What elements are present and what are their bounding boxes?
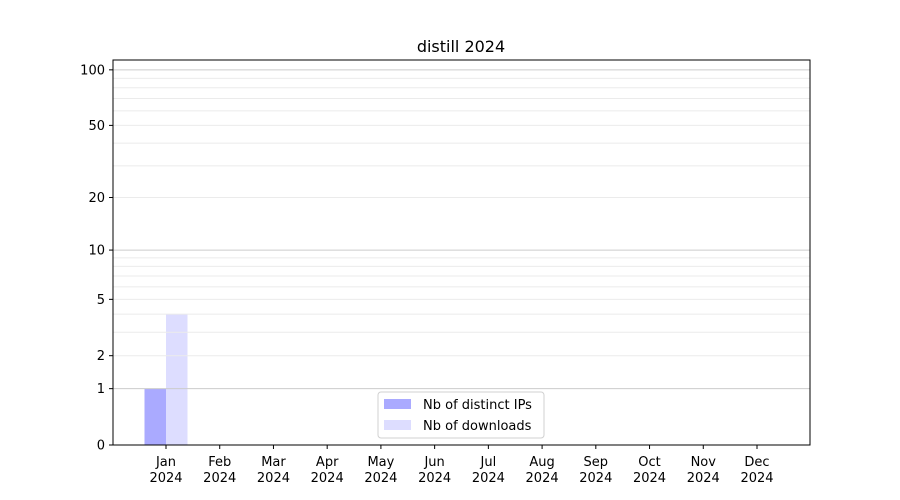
y-tick-label: 2 — [97, 349, 105, 364]
bar-distinct-ips — [144, 388, 166, 445]
x-tick-label-line: 2024 — [579, 471, 612, 486]
chart-title: distill 2024 — [417, 37, 505, 56]
legend-swatch — [384, 399, 411, 409]
legend: Nb of distinct IPs Nb of downloads — [377, 391, 545, 439]
x-tick-label: Dec 2024 — [740, 455, 773, 486]
x-tick-label-line: Dec — [744, 455, 769, 470]
legend-label: Nb of distinct IPs — [423, 398, 532, 413]
y-tick-label: 0 — [97, 439, 105, 454]
grid-overlay — [113, 69, 810, 390]
x-tick-label-line: Aug — [529, 455, 554, 470]
x-tick-label: Jul 2024 — [472, 455, 505, 486]
bar-downloads — [166, 314, 188, 445]
x-tick-label-line: Apr — [316, 455, 339, 470]
x-tick-label-line: Sep — [584, 455, 609, 470]
x-tick-label-line: Feb — [208, 455, 231, 470]
x-tick-label: Apr 2024 — [311, 455, 344, 486]
x-tick-label-line: 2024 — [257, 471, 290, 486]
x-tick-label: Jan 2024 — [149, 455, 182, 486]
x-tick-label-line: 2024 — [740, 471, 773, 486]
x-tick-label-line: May — [367, 455, 394, 470]
legend-box — [377, 391, 545, 439]
x-tick-label-line: 2024 — [472, 471, 505, 486]
y-axis: 0 1 2 5 10 20 50 100 — [80, 63, 113, 454]
x-tick-label-line: 2024 — [633, 471, 666, 486]
x-tick-label-line: 2024 — [203, 471, 236, 486]
y-tick-label: 1 — [97, 382, 105, 397]
legend-label: Nb of downloads — [423, 419, 532, 434]
x-tick-label: Mar 2024 — [257, 455, 290, 486]
x-tick-label-line: 2024 — [364, 471, 397, 486]
y-tick-label: 5 — [97, 293, 105, 308]
x-tick-label: Nov 2024 — [687, 455, 720, 486]
legend-swatch — [384, 420, 411, 430]
bars — [144, 314, 188, 445]
x-tick-label-line: 2024 — [418, 471, 451, 486]
x-tick-label-line: 2024 — [149, 471, 182, 486]
x-tick-label-line: 2024 — [526, 471, 559, 486]
x-tick-label-line: Jan — [155, 455, 176, 470]
x-tick-label: Oct 2024 — [633, 455, 666, 486]
x-tick-label-line: Mar — [261, 455, 286, 470]
x-tick-label: Sep 2024 — [579, 455, 612, 486]
plot-frame — [112, 59, 811, 446]
x-tick-label-line: Jun — [423, 455, 444, 470]
x-tick-label-line: Jul — [480, 455, 497, 470]
x-tick-label: Aug 2024 — [526, 455, 559, 486]
x-tick-label-line: 2024 — [687, 471, 720, 486]
x-tick-label: Feb 2024 — [203, 455, 236, 486]
x-tick-label-line: Nov — [691, 455, 717, 470]
y-tick-label: 50 — [88, 119, 105, 134]
x-tick-label: Jun 2024 — [418, 455, 451, 486]
x-tick-label-line: 2024 — [311, 471, 344, 486]
y-tick-label: 100 — [80, 63, 105, 78]
x-tick-label: May 2024 — [364, 455, 397, 486]
y-tick-label: 10 — [88, 244, 105, 259]
x-tick-label-line: Oct — [638, 455, 660, 470]
y-tick-label: 20 — [88, 191, 105, 206]
